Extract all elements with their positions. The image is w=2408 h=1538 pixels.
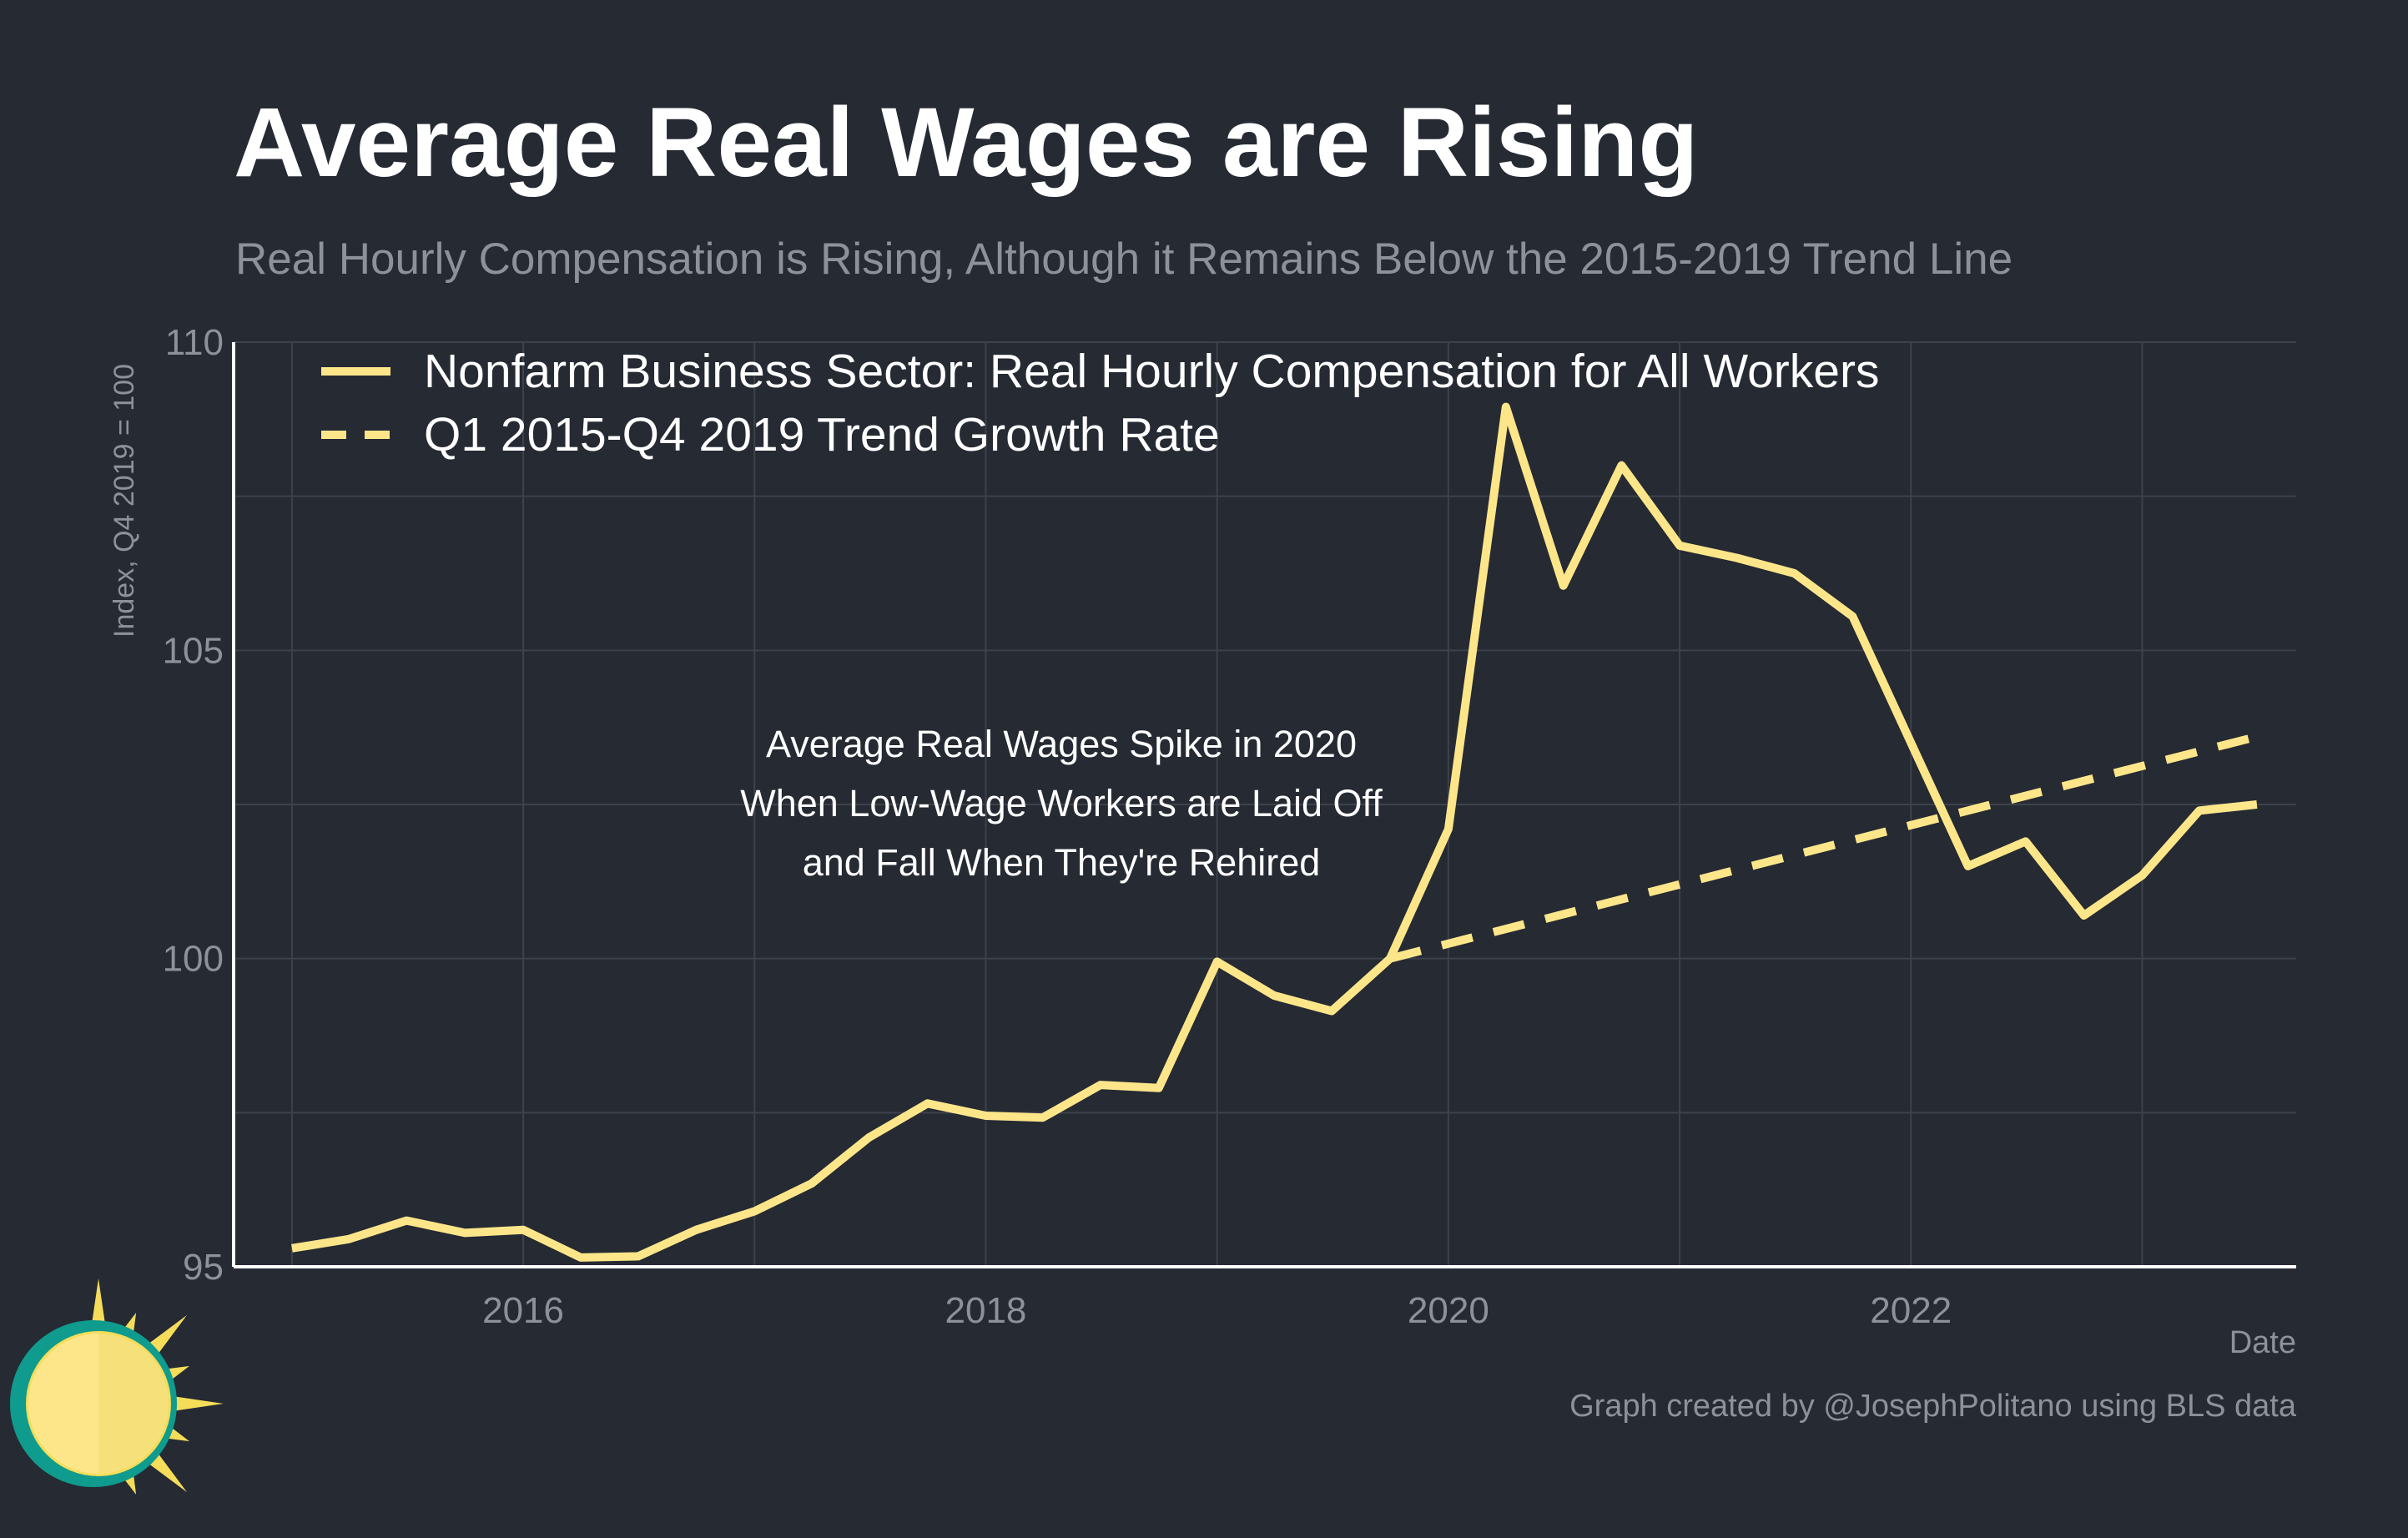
x-tick-label: 2022 (1870, 1290, 1952, 1331)
annotation-line: and Fall When They're Rehired (803, 841, 1321, 884)
annotation-line: Average Real Wages Spike in 2020 (766, 723, 1357, 765)
x-tick-label: 2016 (482, 1290, 564, 1331)
axes (232, 342, 2296, 1268)
y-tick-label: 110 (165, 322, 224, 363)
y-tick-label: 95 (183, 1247, 224, 1288)
annotation-line: When Low-Wage Workers are Laid Off (740, 782, 1383, 824)
x-axis-label: Date (2229, 1325, 2296, 1360)
trend-line (1388, 732, 2259, 963)
chart-annotation: Average Real Wages Spike in 2020 When Low… (740, 723, 1383, 884)
legend-label: Nonfarm Business Sector: Real Hourly Com… (424, 345, 1879, 398)
x-tick-label: 2020 (1408, 1290, 1489, 1331)
grid-lines (234, 341, 2296, 1268)
chart-legend: Nonfarm Business Sector: Real Hourly Com… (321, 345, 1879, 461)
data-line (291, 402, 2258, 1262)
x-tick-labels: 2016 2018 2020 2022 (482, 1290, 1952, 1331)
source-credit: Graph created by @JosephPolitano using B… (1569, 1389, 2296, 1424)
legend-label: Q1 2015-Q4 2019 Trend Growth Rate (424, 408, 1220, 461)
y-axis-label: Index, Q4 2019 = 100 (108, 364, 140, 638)
chart-subtitle: Real Hourly Compensation is Rising, Alth… (235, 234, 2013, 284)
chart-title: Average Real Wages are Rising (234, 88, 1699, 198)
x-tick-label: 2018 (945, 1290, 1027, 1331)
y-tick-label: 100 (163, 939, 224, 980)
y-tick-label: 105 (163, 630, 224, 671)
sun-logo-icon (10, 1278, 224, 1495)
y-tick-labels: 95 100 105 110 (163, 322, 224, 1288)
series-lines (291, 402, 2259, 1262)
